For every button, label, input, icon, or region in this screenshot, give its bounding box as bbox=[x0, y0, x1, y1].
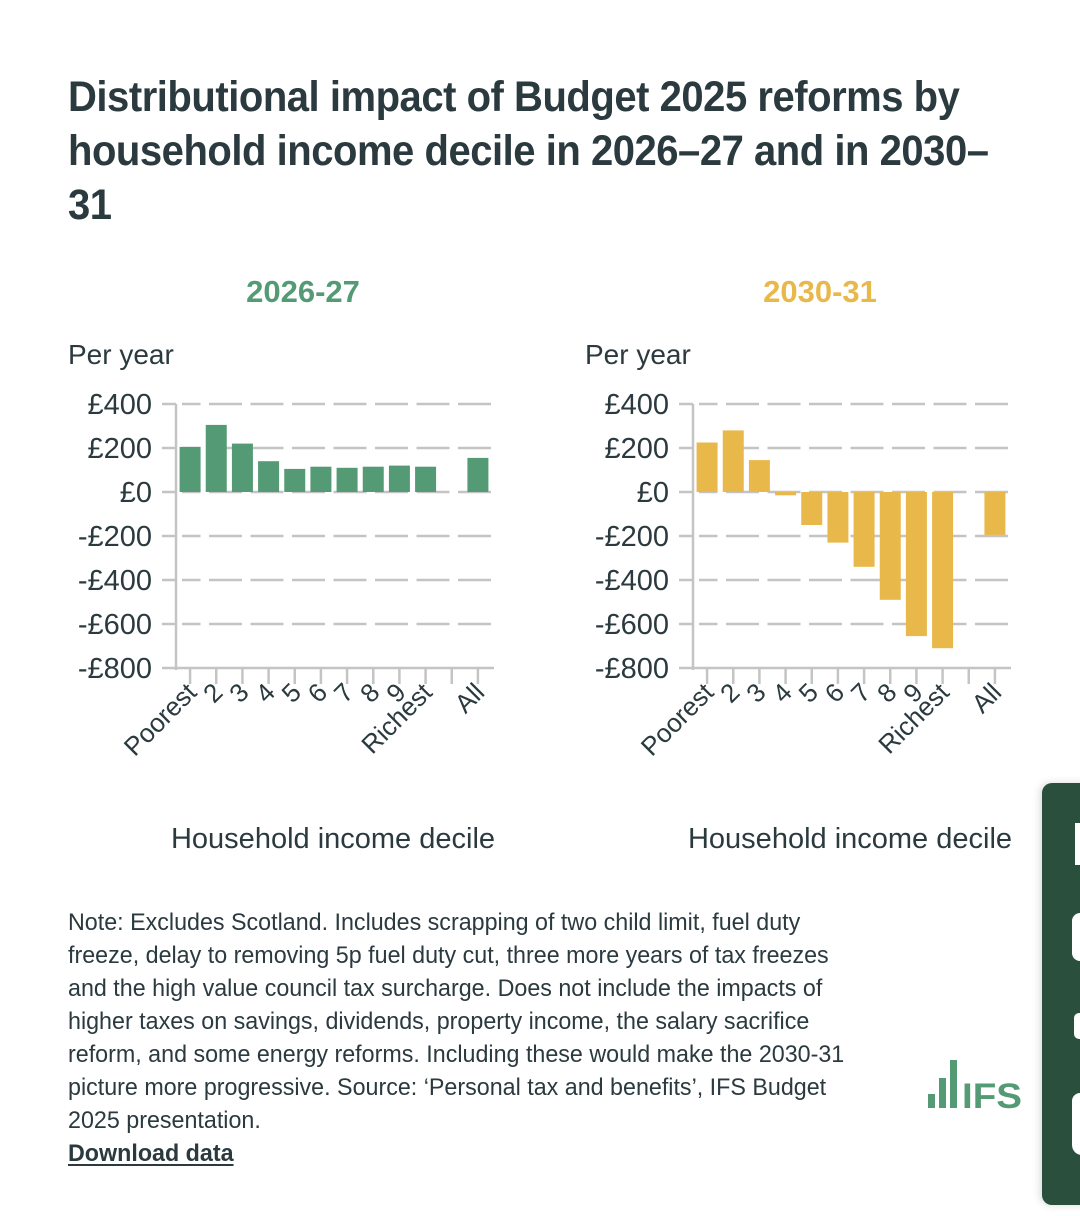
feedback-side-tab[interactable] bbox=[1042, 783, 1080, 1205]
logo-bar-2 bbox=[939, 1078, 946, 1108]
logo-bar-1 bbox=[928, 1094, 935, 1108]
x-tick-label: 6 bbox=[302, 677, 333, 708]
x-tick-label: 2 bbox=[197, 677, 228, 708]
bar bbox=[310, 466, 332, 492]
bar bbox=[362, 466, 384, 492]
bar bbox=[827, 492, 849, 543]
bar bbox=[775, 492, 797, 496]
logo-text: IFS bbox=[962, 1077, 1022, 1112]
bar bbox=[905, 492, 927, 637]
x-tick-label: 8 bbox=[871, 677, 902, 708]
y-tick-label: -£800 bbox=[78, 653, 152, 685]
x-tick-label: 5 bbox=[276, 677, 307, 708]
y-tick-label: £0 bbox=[637, 477, 669, 509]
bar bbox=[801, 492, 823, 525]
x-axis-label: Household income decile bbox=[688, 823, 1012, 855]
note-text: Note: Excludes Scotland. Includes scrapp… bbox=[68, 909, 845, 1134]
bar bbox=[467, 457, 489, 492]
y-tick-label: -£600 bbox=[78, 609, 152, 641]
bar bbox=[748, 460, 770, 492]
bar bbox=[879, 492, 901, 600]
bar bbox=[205, 424, 227, 492]
y-tick-label: £200 bbox=[87, 433, 152, 465]
chart-subtitle: 2030-31 bbox=[763, 274, 877, 309]
x-tick-label: All bbox=[449, 677, 491, 719]
y-tick-label: £0 bbox=[120, 477, 152, 509]
x-tick-label: 3 bbox=[740, 677, 771, 708]
y-tick-label: £200 bbox=[604, 433, 669, 465]
y-tick-label: -£200 bbox=[78, 521, 152, 553]
bar bbox=[853, 492, 875, 567]
x-tick-label: 3 bbox=[223, 677, 254, 708]
x-tick-label: 6 bbox=[819, 677, 850, 708]
x-axis-label: Household income decile bbox=[171, 823, 495, 855]
bar bbox=[388, 465, 410, 492]
y-tick-label: £400 bbox=[604, 389, 669, 421]
bar bbox=[415, 466, 437, 492]
y-tick-label: -£400 bbox=[78, 565, 152, 597]
bar bbox=[696, 442, 718, 492]
logo-bar-3 bbox=[950, 1060, 957, 1108]
y-tick-label: -£200 bbox=[595, 521, 669, 553]
chart-subtitle: 2026-27 bbox=[246, 274, 360, 309]
chart-note: Note: Excludes Scotland. Includes scrapp… bbox=[68, 906, 857, 1170]
x-tick-label: 4 bbox=[249, 677, 280, 708]
y-tick-label: -£800 bbox=[595, 653, 669, 685]
x-tick-label: 7 bbox=[845, 677, 876, 708]
ifs-logo: IFS bbox=[928, 1060, 1022, 1112]
bar bbox=[258, 461, 280, 492]
bar bbox=[231, 443, 253, 492]
x-tick-label: All bbox=[966, 677, 1008, 719]
x-tick-label: 8 bbox=[354, 677, 385, 708]
y-axis-label: Per year bbox=[585, 339, 691, 370]
bar bbox=[336, 467, 358, 492]
bar bbox=[179, 446, 201, 492]
chart-2030-31: 2030-31 Per year £400 £200 £0 -£200 -£400 -£600… bbox=[585, 274, 1012, 855]
x-tick-label: 2 bbox=[714, 677, 745, 708]
download-data-link[interactable]: Download data bbox=[68, 1140, 234, 1167]
bar bbox=[984, 492, 1006, 535]
x-tick-label: Poorest bbox=[635, 676, 720, 761]
y-tick-label: -£600 bbox=[595, 609, 669, 641]
bar bbox=[284, 468, 306, 492]
x-tick-label: Poorest bbox=[118, 676, 203, 761]
x-tick-label: 4 bbox=[766, 677, 797, 708]
y-axis-label: Per year bbox=[68, 339, 174, 370]
x-tick-label: 5 bbox=[793, 677, 824, 708]
bar bbox=[722, 430, 744, 492]
chart-title: Distributional impact of Budget 2025 ref… bbox=[68, 73, 989, 229]
bar bbox=[932, 492, 954, 649]
chart-2026-27: 2026-27 Per year £400 £200 £0 -£200 -£400 -£600… bbox=[68, 274, 495, 855]
y-tick-label: -£400 bbox=[595, 565, 669, 597]
y-tick-label: £400 bbox=[87, 389, 152, 421]
x-tick-label: 7 bbox=[328, 677, 359, 708]
